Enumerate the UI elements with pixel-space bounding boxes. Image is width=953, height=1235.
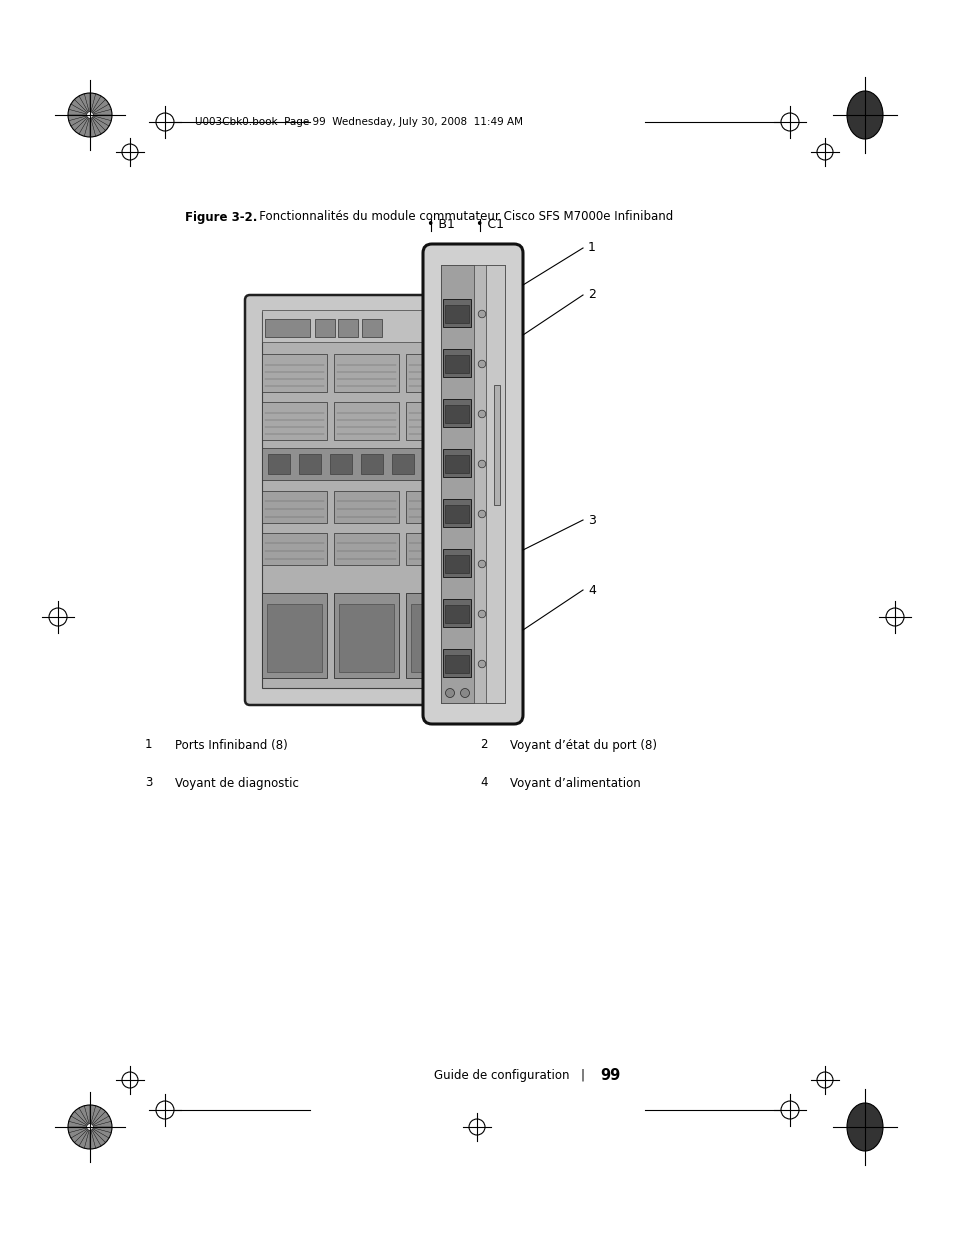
Bar xyxy=(337,319,357,337)
Bar xyxy=(442,350,471,377)
Ellipse shape xyxy=(846,91,882,140)
Bar xyxy=(444,555,469,573)
Text: • B1: • B1 xyxy=(427,219,455,231)
Text: Voyant de diagnostic: Voyant de diagnostic xyxy=(174,777,298,789)
Bar xyxy=(262,534,327,564)
Circle shape xyxy=(477,410,485,417)
Bar xyxy=(298,454,320,474)
Circle shape xyxy=(68,1105,112,1149)
Bar xyxy=(334,403,398,440)
Bar xyxy=(444,454,469,473)
Bar xyxy=(267,604,322,672)
Bar xyxy=(361,319,381,337)
Bar xyxy=(442,450,471,477)
Bar xyxy=(334,492,398,522)
Text: 4: 4 xyxy=(479,777,487,789)
Text: Guide de configuration: Guide de configuration xyxy=(434,1068,569,1082)
Bar xyxy=(406,354,471,391)
Bar xyxy=(406,492,471,522)
Bar xyxy=(406,403,471,440)
Circle shape xyxy=(477,461,485,468)
Text: • C1: • C1 xyxy=(476,219,503,231)
Bar xyxy=(494,385,499,505)
Bar xyxy=(262,403,327,440)
Bar xyxy=(422,454,444,474)
Text: Ports Infiniband (8): Ports Infiniband (8) xyxy=(174,739,288,752)
Circle shape xyxy=(68,93,112,137)
Bar xyxy=(442,499,471,527)
Bar xyxy=(334,354,398,391)
Bar xyxy=(262,593,327,678)
Bar xyxy=(444,354,469,373)
Bar xyxy=(442,299,471,327)
Text: 4: 4 xyxy=(587,583,596,597)
Text: 3: 3 xyxy=(145,777,152,789)
Text: |: | xyxy=(579,1068,583,1082)
Bar xyxy=(406,534,471,564)
Bar xyxy=(440,266,474,703)
Text: 2: 2 xyxy=(587,289,596,301)
Bar xyxy=(442,399,471,427)
Circle shape xyxy=(477,610,485,618)
Bar xyxy=(360,454,382,474)
Bar xyxy=(485,266,504,703)
Circle shape xyxy=(460,688,469,698)
Text: Voyant d’alimentation: Voyant d’alimentation xyxy=(510,777,640,789)
Bar xyxy=(338,604,394,672)
Circle shape xyxy=(477,561,485,568)
Bar xyxy=(314,319,335,337)
Bar xyxy=(262,448,468,480)
Bar xyxy=(444,305,469,324)
Text: Figure 3-2.: Figure 3-2. xyxy=(185,210,257,224)
Bar xyxy=(406,593,471,678)
Bar xyxy=(444,505,469,522)
Bar xyxy=(268,454,290,474)
Text: 2: 2 xyxy=(479,739,487,752)
Bar xyxy=(440,266,504,703)
Bar xyxy=(334,534,398,564)
Circle shape xyxy=(477,661,485,668)
Bar xyxy=(330,454,352,474)
Bar xyxy=(262,492,327,522)
Ellipse shape xyxy=(846,1103,882,1151)
Bar xyxy=(262,354,327,391)
Bar xyxy=(411,604,465,672)
Text: 1: 1 xyxy=(587,242,596,254)
Circle shape xyxy=(477,310,485,317)
Polygon shape xyxy=(435,312,468,688)
Bar xyxy=(442,550,471,577)
FancyBboxPatch shape xyxy=(245,295,484,705)
Bar xyxy=(444,405,469,424)
Bar xyxy=(444,605,469,622)
Bar xyxy=(442,599,471,627)
Bar xyxy=(262,310,468,342)
Circle shape xyxy=(445,688,454,698)
Text: 3: 3 xyxy=(587,514,596,526)
Bar xyxy=(392,454,414,474)
Bar xyxy=(265,319,310,337)
Bar xyxy=(334,593,398,678)
Circle shape xyxy=(87,1124,93,1130)
Circle shape xyxy=(477,361,485,368)
Text: U003Cbk0.book  Page 99  Wednesday, July 30, 2008  11:49 AM: U003Cbk0.book Page 99 Wednesday, July 30… xyxy=(194,117,522,127)
Text: 1: 1 xyxy=(145,739,152,752)
Text: Fonctionnalités du module commutateur Cisco SFS M7000e Infiniband: Fonctionnalités du module commutateur Ci… xyxy=(248,210,673,224)
Text: 99: 99 xyxy=(599,1067,619,1083)
Circle shape xyxy=(87,111,93,119)
Bar xyxy=(442,650,471,677)
FancyBboxPatch shape xyxy=(422,245,522,724)
Text: Voyant d’état du port (8): Voyant d’état du port (8) xyxy=(510,739,657,752)
Bar xyxy=(262,312,468,688)
Bar xyxy=(444,655,469,673)
Circle shape xyxy=(477,510,485,517)
